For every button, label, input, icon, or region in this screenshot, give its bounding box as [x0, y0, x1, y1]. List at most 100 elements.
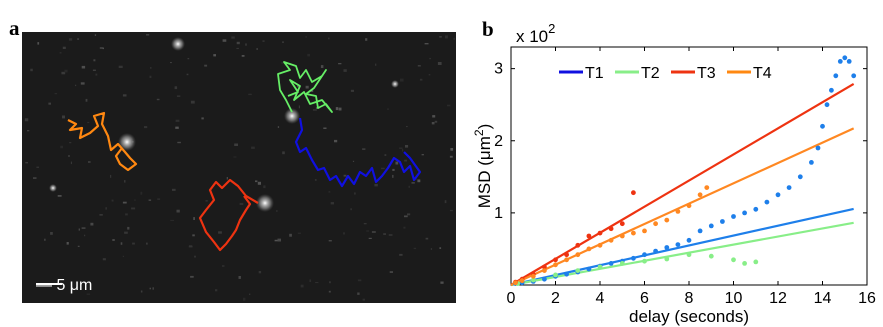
noise-speck: [449, 155, 453, 158]
noise-speck: [366, 230, 370, 232]
noise-speck: [282, 41, 284, 43]
noise-speck: [251, 146, 255, 149]
data-point-T1: [846, 59, 852, 64]
noise-speck: [84, 234, 86, 237]
data-points: [513, 55, 857, 286]
noise-speck: [54, 93, 58, 95]
data-point-T2: [686, 252, 692, 258]
noise-speck: [429, 57, 431, 60]
noise-speck: [146, 34, 150, 36]
noise-speck: [30, 68, 33, 72]
noise-speck: [50, 232, 53, 235]
noise-speck: [445, 35, 448, 39]
noise-speck: [311, 89, 314, 92]
x-tick-label: 6: [640, 290, 649, 307]
noise-speck: [68, 38, 73, 41]
noise-speck: [149, 287, 151, 290]
bright-spot: [49, 184, 57, 192]
noise-speck: [57, 195, 62, 197]
data-point-T4: [553, 262, 558, 268]
noise-speck: [315, 282, 319, 284]
x-tick-label: 12: [769, 290, 787, 307]
noise-speck: [248, 93, 252, 96]
noise-speck: [357, 279, 362, 282]
data-point-T2: [708, 253, 714, 259]
fit-lines: [510, 83, 855, 287]
noise-speck: [389, 271, 393, 273]
noise-speck: [320, 65, 324, 68]
noise-speck: [431, 122, 435, 125]
noise-speck: [204, 64, 208, 67]
y-multiplier: x 102: [516, 21, 555, 46]
noise-speck: [343, 174, 347, 177]
micrograph-noise: [24, 34, 456, 301]
trajectory-T2: [277, 61, 333, 113]
noise-speck: [281, 62, 285, 64]
noise-speck: [120, 242, 123, 245]
data-point-T4: [619, 233, 625, 239]
noise-speck: [92, 69, 96, 71]
noise-speck: [238, 276, 241, 279]
noise-speck: [152, 287, 154, 290]
noise-speck: [77, 38, 79, 40]
data-point-T2: [642, 258, 647, 264]
data-point-T3: [542, 264, 547, 270]
noise-speck: [111, 199, 114, 202]
noise-speck: [66, 242, 69, 245]
noise-speck: [263, 185, 266, 189]
data-point-T1: [731, 214, 736, 219]
fit-line-T4: [510, 127, 855, 287]
data-point-T1: [720, 219, 725, 224]
data-point-T4: [608, 237, 614, 243]
data-point-T3: [564, 252, 569, 258]
data-point-T1: [824, 102, 830, 108]
y-axis-label: MSD (μm2): [472, 124, 494, 209]
data-point-T4: [575, 252, 581, 258]
noise-speck: [297, 232, 301, 234]
data-point-T1: [764, 199, 770, 205]
noise-speck: [177, 141, 181, 144]
noise-speck: [368, 237, 372, 239]
noise-speck: [407, 213, 411, 216]
noise-speck: [354, 192, 356, 195]
noise-speck: [27, 130, 30, 132]
data-point-T1: [631, 255, 636, 261]
noise-speck: [233, 156, 237, 158]
data-point-T2: [731, 257, 736, 263]
noise-speck: [69, 142, 72, 144]
noise-speck: [99, 47, 104, 49]
noise-speck: [334, 139, 338, 143]
noise-speck: [352, 160, 355, 162]
noise-speck: [70, 161, 72, 165]
y-tick-label: 2: [494, 133, 503, 150]
noise-speck: [365, 38, 368, 41]
x-axis-label: delay (seconds): [629, 307, 749, 326]
noise-speck: [392, 174, 394, 178]
data-point-T1: [842, 55, 848, 61]
noise-speck: [130, 162, 132, 166]
noise-speck: [298, 105, 300, 109]
noise-speck: [381, 167, 385, 170]
data-point-T4: [704, 185, 710, 191]
data-point-T2: [553, 272, 558, 278]
noise-speck: [399, 147, 403, 149]
panel-letter-b: b: [482, 17, 494, 41]
noise-speck: [102, 47, 104, 50]
noise-speck: [328, 37, 330, 40]
noise-speck: [59, 52, 62, 54]
noise-speck: [122, 255, 124, 257]
noise-speck: [362, 148, 366, 150]
y-tick-label: 1: [494, 205, 503, 222]
noise-speck: [300, 284, 304, 288]
noise-speck: [213, 54, 216, 57]
noise-speck: [363, 223, 367, 225]
x-tick-label: 14: [814, 290, 832, 307]
noise-speck: [85, 98, 88, 102]
data-point-T4: [675, 209, 681, 214]
noise-speck: [124, 180, 126, 183]
noise-speck: [239, 202, 244, 205]
noise-speck: [338, 63, 342, 65]
bright-spot: [118, 133, 136, 151]
noise-speck: [94, 34, 97, 36]
